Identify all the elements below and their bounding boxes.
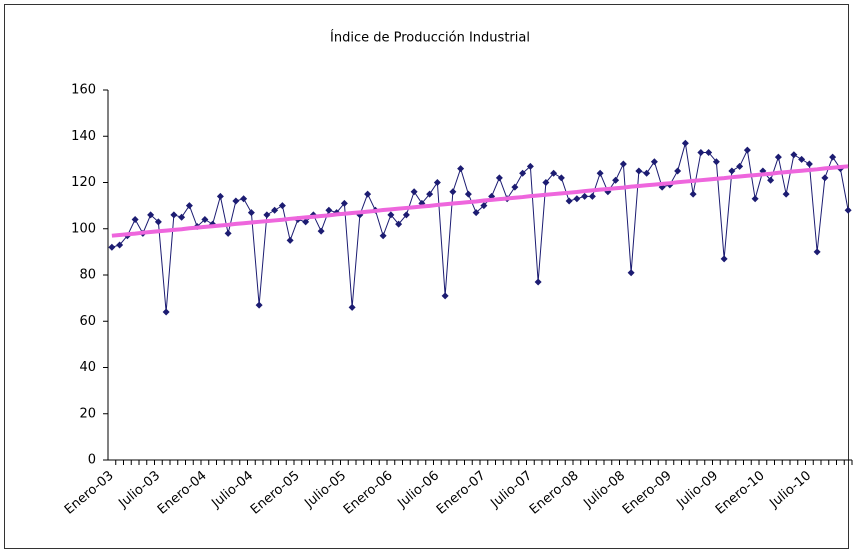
chart-frame xyxy=(4,4,849,549)
data-marker xyxy=(581,192,589,200)
data-marker xyxy=(178,213,186,221)
chart-title: Índice de Producción Industrial xyxy=(330,30,530,46)
data-marker xyxy=(185,202,193,210)
data-marker xyxy=(635,167,643,175)
y-tick-label: 0 xyxy=(88,453,96,468)
data-marker xyxy=(240,195,248,203)
data-marker xyxy=(805,160,813,168)
data-marker xyxy=(588,192,596,200)
data-marker xyxy=(743,146,751,154)
data-marker xyxy=(751,195,759,203)
data-marker xyxy=(224,229,232,237)
data-marker xyxy=(449,188,457,196)
data-marker xyxy=(441,292,449,300)
data-marker xyxy=(612,176,620,184)
data-marker xyxy=(650,158,658,166)
data-marker xyxy=(162,308,170,316)
data-marker xyxy=(557,174,565,182)
y-tick-label: 100 xyxy=(71,221,96,236)
data-marker xyxy=(147,211,155,219)
data-marker xyxy=(720,255,728,263)
data-marker xyxy=(348,303,356,311)
y-tick-label: 40 xyxy=(79,360,96,375)
data-marker xyxy=(255,301,263,309)
data-marker xyxy=(426,190,434,198)
data-marker xyxy=(201,216,209,223)
y-tick-label: 140 xyxy=(71,129,96,144)
data-marker xyxy=(627,269,635,277)
data-marker xyxy=(728,167,736,175)
data-marker xyxy=(131,216,139,223)
data-marker xyxy=(844,206,852,214)
y-tick-label: 80 xyxy=(79,268,96,283)
data-marker xyxy=(534,278,542,286)
data-marker xyxy=(302,218,310,226)
data-marker xyxy=(325,206,333,214)
data-marker xyxy=(813,248,821,256)
data-marker xyxy=(402,211,410,219)
data-marker xyxy=(511,183,519,191)
data-marker xyxy=(170,211,178,219)
data-line xyxy=(111,143,849,313)
trend-line xyxy=(111,164,849,238)
data-marker xyxy=(271,206,279,214)
data-marker xyxy=(782,190,790,198)
data-marker xyxy=(790,151,798,159)
y-tick-label: 20 xyxy=(79,406,96,421)
data-marker xyxy=(379,232,387,240)
data-marker xyxy=(387,211,395,219)
data-marker xyxy=(263,211,271,219)
data-marker xyxy=(395,220,403,228)
data-marker xyxy=(317,227,325,235)
data-marker xyxy=(674,167,682,175)
data-marker xyxy=(232,197,240,205)
data-marker xyxy=(464,190,472,198)
y-tick-label: 120 xyxy=(71,175,96,190)
data-marker xyxy=(767,176,775,184)
data-marker xyxy=(681,139,689,147)
data-marker xyxy=(573,195,581,203)
data-marker xyxy=(247,209,255,217)
data-marker xyxy=(216,192,224,200)
data-marker xyxy=(712,158,720,166)
data-marker xyxy=(697,148,705,156)
data-marker xyxy=(480,202,488,210)
data-marker xyxy=(821,174,829,182)
data-marker xyxy=(736,162,744,170)
data-marker xyxy=(774,153,782,161)
y-tick-label: 160 xyxy=(71,83,96,98)
data-marker xyxy=(798,155,806,163)
data-marker xyxy=(542,179,550,186)
data-marker xyxy=(340,199,348,207)
data-marker xyxy=(410,188,418,196)
data-marker xyxy=(154,218,162,226)
data-marker xyxy=(565,197,573,205)
data-marker xyxy=(619,160,627,168)
data-marker xyxy=(519,169,527,177)
data-marker xyxy=(472,209,480,217)
data-marker xyxy=(286,236,294,244)
data-marker xyxy=(278,202,286,210)
data-marker xyxy=(108,243,116,251)
data-marker xyxy=(433,179,441,186)
data-marker xyxy=(689,190,697,198)
data-marker xyxy=(643,169,651,177)
data-marker xyxy=(705,148,713,156)
data-marker xyxy=(596,169,604,177)
data-marker xyxy=(116,241,124,249)
y-tick-label: 60 xyxy=(79,314,96,329)
data-marker xyxy=(364,190,372,198)
data-marker xyxy=(495,174,503,182)
data-marker xyxy=(457,165,465,173)
data-marker xyxy=(526,162,534,170)
data-marker xyxy=(829,153,837,161)
data-marker xyxy=(550,169,558,177)
